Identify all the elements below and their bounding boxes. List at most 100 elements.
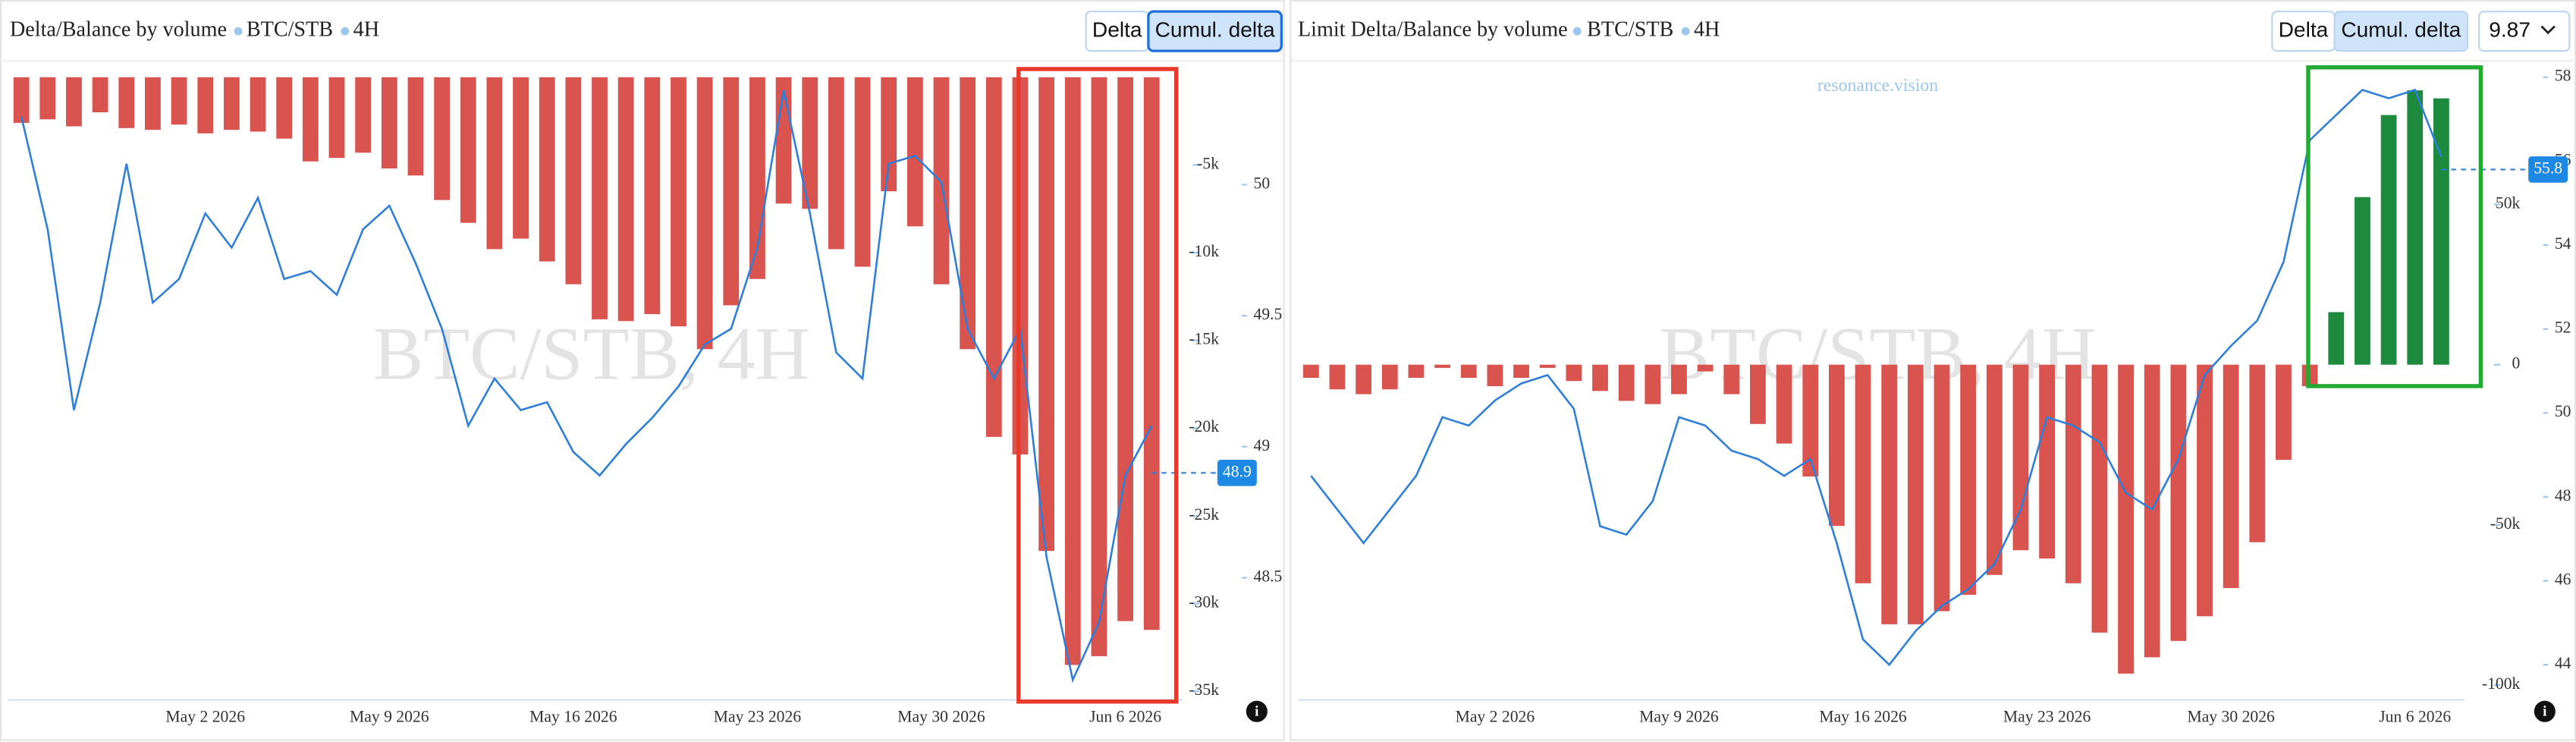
cumul-button-label[interactable]: Cumul. delta: [1155, 18, 1275, 42]
watermark: BTC/STB, 4H: [373, 311, 810, 395]
bar: [2328, 312, 2345, 365]
bar: [1645, 364, 1661, 404]
info-icon[interactable]: [1246, 700, 1268, 722]
bar: [2249, 364, 2266, 542]
bar: [2380, 115, 2397, 365]
y-tick-label: -25k: [1189, 505, 1219, 523]
x-tick-label: May 2 2026: [1456, 707, 1535, 725]
y2-tick-label: 49: [1254, 436, 1271, 454]
chevron: [2540, 25, 2556, 35]
bar: [2012, 364, 2029, 551]
delta-button-label[interactable]: Delta: [1092, 18, 1142, 42]
bar: [1513, 364, 1529, 378]
bar: [1592, 364, 1608, 391]
pair: BTC/STB: [1587, 18, 1673, 42]
y-tick-label: -50k: [2490, 514, 2521, 533]
bar: [1117, 77, 1133, 621]
bar: [960, 77, 976, 350]
bar: [2039, 364, 2056, 559]
delta-button-label[interactable]: Delta: [2279, 18, 2329, 42]
y-tick-label: -15k: [1189, 330, 1219, 348]
y2-tick-label: 49.5: [1254, 305, 1283, 323]
brand: resonance.vision: [1817, 76, 1938, 96]
y-tick-label: -5k: [1197, 154, 1219, 172]
zoom-select[interactable]: [2478, 11, 2571, 52]
title: Limit Delta/Balance by volume: [1298, 18, 1568, 42]
bar: [671, 77, 686, 327]
bar: [644, 77, 661, 314]
bar: [985, 77, 1002, 437]
bar: [92, 77, 108, 113]
bar: [434, 77, 451, 200]
x-tick-label: Jun 6 2026: [1089, 707, 1161, 725]
bar: [1960, 364, 1977, 595]
bar: [1671, 364, 1687, 395]
y-tick-label: 50k: [2496, 193, 2521, 212]
bar: [1381, 364, 1398, 390]
bar: [407, 77, 424, 176]
bar: [802, 77, 818, 209]
y-tick-label: -100k: [2482, 674, 2521, 693]
dot: [1572, 27, 1582, 36]
bar: [1697, 364, 1714, 372]
bar: [197, 77, 214, 134]
bar: [1539, 364, 1556, 368]
bar: [328, 77, 345, 159]
cumul-button-label[interactable]: Cumul. delta: [2341, 18, 2461, 42]
bar: [66, 77, 82, 127]
right-panel: [1290, 0, 2576, 741]
bar: [565, 77, 582, 285]
pair: BTC/STB: [247, 18, 333, 42]
bar: [2433, 98, 2449, 365]
dot: [234, 27, 243, 36]
x-tick-label: May 23 2026: [2003, 707, 2091, 725]
bar: [1723, 364, 1740, 395]
zoom-select-label[interactable]: 9.87: [2489, 18, 2530, 42]
bar: [513, 77, 529, 239]
last-price-tag: [1217, 460, 1257, 486]
y2-tick-label: 50: [1254, 174, 1271, 192]
cumul-button[interactable]: [1147, 10, 1283, 52]
y-tick-label: -30k: [1189, 593, 1219, 611]
bar: [828, 77, 844, 250]
info-icon[interactable]: [2534, 700, 2556, 722]
x-tick-label: May 30 2026: [897, 707, 985, 725]
bar: [250, 77, 266, 132]
bar: [1434, 364, 1450, 368]
bar: [906, 77, 923, 227]
bar: [1750, 364, 1766, 424]
info-icon-glyph: i: [2543, 703, 2547, 719]
bar: [118, 77, 135, 128]
bar: [223, 77, 240, 130]
bar: [302, 77, 319, 162]
info-icon-glyph: i: [1255, 703, 1259, 719]
bar: [39, 77, 56, 120]
bar: [1802, 364, 1819, 477]
bar: [1776, 364, 1792, 444]
bar: [1487, 364, 1503, 386]
y2-tick-label: 44: [2555, 654, 2571, 672]
bar: [2091, 364, 2108, 633]
y2-tick-label: 48.5: [1254, 567, 1283, 585]
bar: [1302, 364, 1319, 378]
bar: [881, 77, 897, 192]
x-tick-label: May 9 2026: [1639, 707, 1719, 725]
bar: [145, 77, 161, 130]
bar: [1329, 364, 1346, 390]
bar: [1855, 364, 1871, 583]
x-tick-label: May 16 2026: [529, 707, 617, 725]
bar: [276, 77, 293, 139]
bar: [723, 77, 740, 306]
y2-tick-label: 58: [2555, 67, 2571, 85]
x-tick-label: May 23 2026: [714, 707, 802, 725]
title: Delta/Balance by volume: [10, 18, 227, 42]
y2-tick-label: 48: [2555, 486, 2571, 505]
cumul-button[interactable]: [2333, 11, 2469, 52]
bar: [355, 77, 372, 153]
bar: [617, 77, 634, 322]
x-tick-label: Jun 6 2026: [2379, 707, 2451, 725]
bar: [1986, 364, 2003, 575]
bar: [381, 77, 397, 169]
bar: [1907, 364, 1924, 624]
